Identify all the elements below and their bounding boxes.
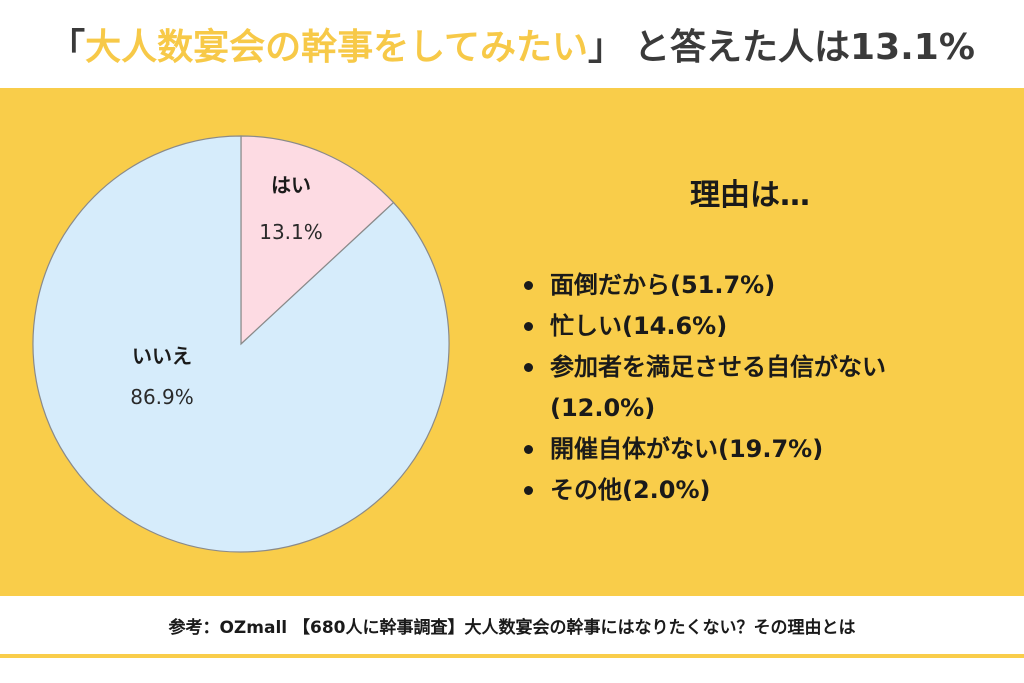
- pie-slice-no: [32, 135, 450, 553]
- reason-text: 面倒だから: [550, 271, 670, 299]
- title-rest: と答えた人は13.1%: [634, 27, 975, 68]
- reason-pct: (12.0%): [550, 394, 656, 422]
- title-close-bracket: 」: [588, 27, 625, 68]
- slice-label: はい: [271, 173, 311, 197]
- reason-pct: (2.0%): [622, 476, 711, 504]
- reason-pct: (14.6%): [622, 312, 728, 340]
- title-open-bracket: 「: [49, 27, 86, 68]
- pie-chart: はい 13.1% いいえ 86.9%: [32, 135, 450, 553]
- chart-panel: はい 13.1% いいえ 86.9% 理由は… 面倒だから(51.7%) 忙しい(14…: [0, 88, 1024, 596]
- title-highlight: 大人数宴会の幹事をしてみたい: [85, 27, 588, 68]
- bottom-divider: [0, 654, 1024, 658]
- reason-item: 忙しい(14.6%): [524, 306, 1010, 347]
- reason-item: 開催自体がない(19.7%): [524, 429, 1010, 470]
- reason-item: 面倒だから(51.7%): [524, 265, 1010, 306]
- slice-value-label: 13.1%: [259, 220, 323, 244]
- reasons-block: 理由は… 面倒だから(51.7%) 忙しい(14.6%) 参加者を満足させる自信…: [510, 88, 1010, 596]
- reason-list: 面倒だから(51.7%) 忙しい(14.6%) 参加者を満足させる自信がない (1…: [524, 265, 1010, 511]
- reason-pct: (51.7%): [670, 271, 776, 299]
- slice-label: いいえ: [132, 344, 192, 368]
- reason-item: その他(2.0%): [524, 470, 1010, 511]
- source-footer: 参考：OZmall 【680人に幹事調査】大人数宴会の幹事にはなりたくない？その…: [168, 617, 856, 638]
- reason-text: その他: [550, 476, 622, 504]
- reason-text: 開催自体がない: [550, 435, 718, 463]
- pie-slice-yes: [240, 135, 395, 346]
- reason-item: 参加者を満足させる自信がない (12.0%): [524, 347, 1010, 429]
- reason-pct: (19.7%): [718, 435, 824, 463]
- page-title: 「 大人数宴会の幹事をしてみたい 」 と答えた人は13.1%: [0, 0, 1024, 88]
- reason-text: 忙しい: [550, 312, 622, 340]
- slice-value-label: 86.9%: [130, 385, 194, 409]
- reason-text: 参加者を満足させる自信がない: [550, 353, 886, 381]
- reasons-title: 理由は…: [690, 178, 810, 213]
